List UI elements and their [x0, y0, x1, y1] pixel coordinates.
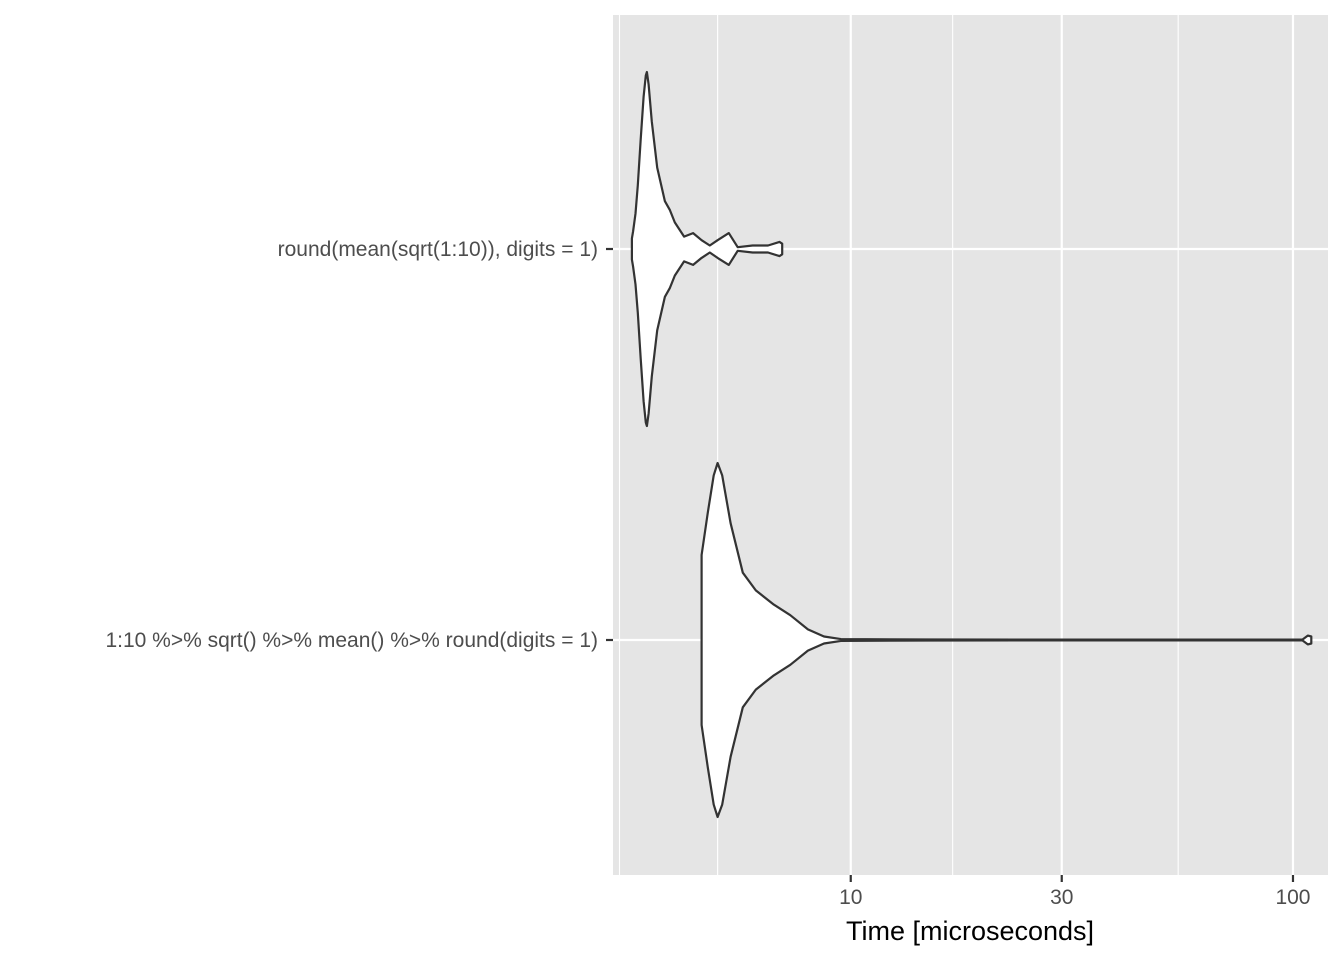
y-tick-label: 1:10 %>% sqrt() %>% mean() %>% round(dig… [105, 629, 598, 652]
x-axis: 10 30 100 [839, 875, 1311, 909]
x-tick-label: 30 [1050, 886, 1073, 909]
minor-gridlines [618, 15, 1179, 875]
violin-shape [700, 461, 1313, 819]
x-tick-label: 100 [1275, 886, 1310, 909]
y-tick-label: round(mean(sqrt(1:10)), digits = 1) [278, 238, 598, 261]
x-axis-title: Time [microseconds] [846, 916, 1094, 946]
y-axis: round(mean(sqrt(1:10)), digits = 1) 1:10 … [105, 238, 613, 652]
violin-shape [630, 70, 784, 428]
violins [630, 70, 1313, 819]
x-tick-label: 10 [839, 886, 862, 909]
